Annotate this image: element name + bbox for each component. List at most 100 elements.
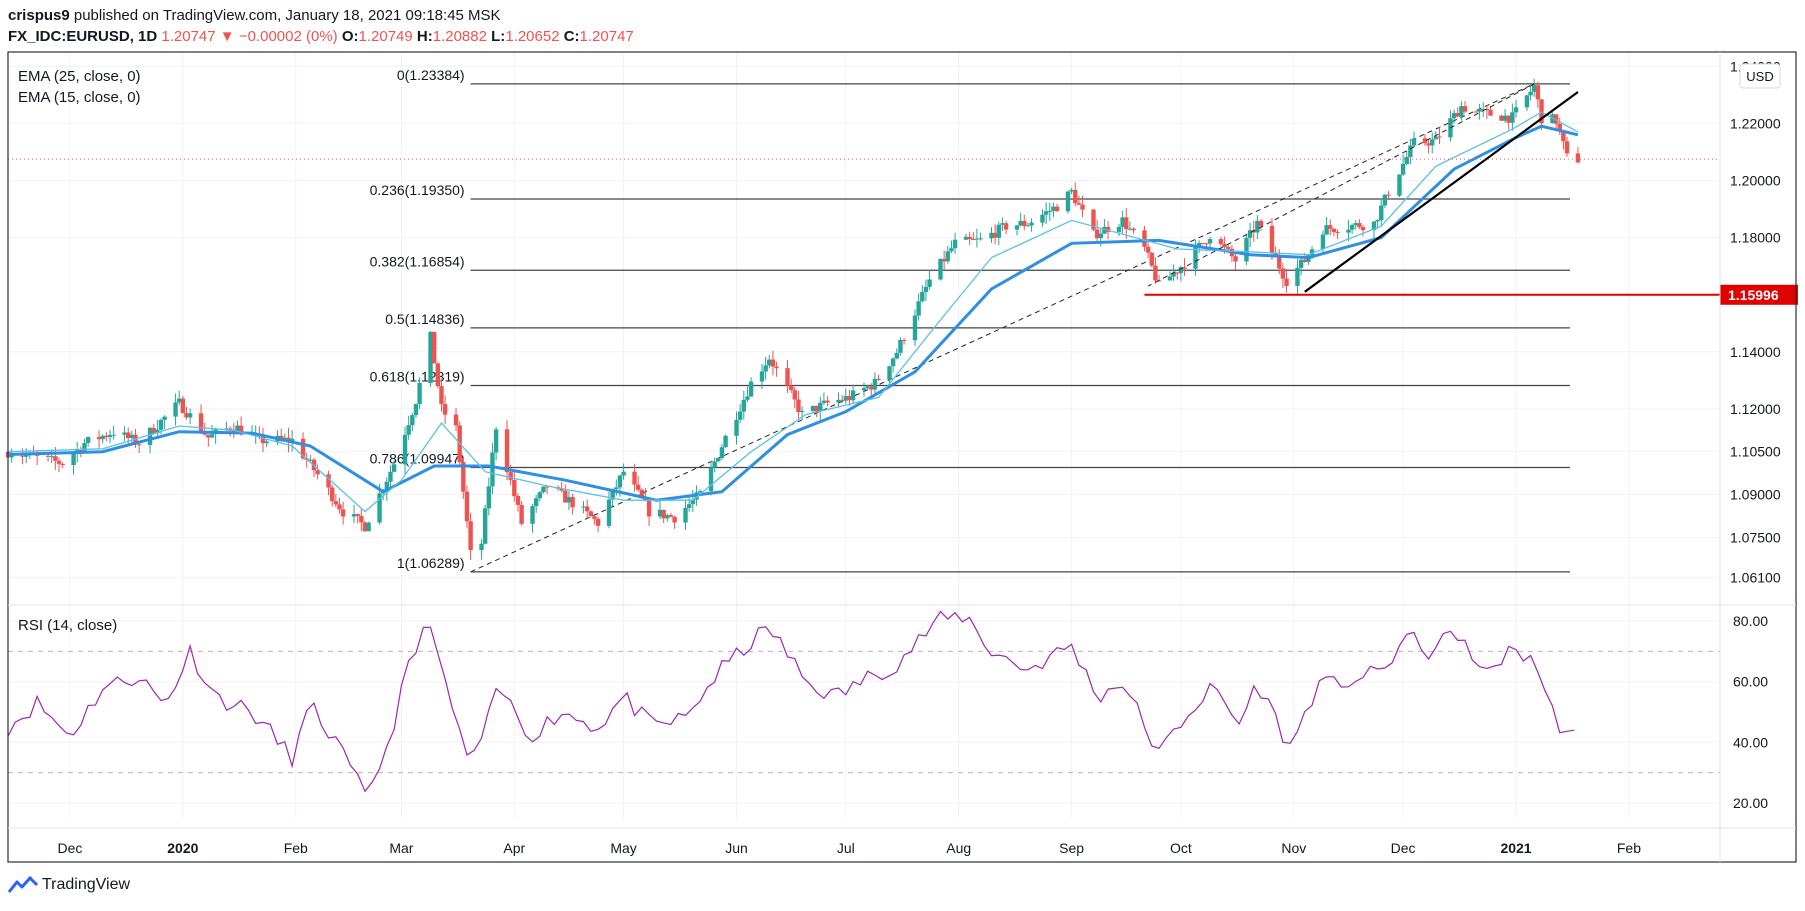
candle [533,494,539,513]
candle-body [56,460,62,464]
candle [978,232,983,241]
support-price-label: 1.15996 [1728,287,1779,303]
price-axis[interactable]: 1.240001.220001.200001.180001.140001.120… [1730,58,1781,811]
candle-body [1022,221,1027,226]
candle [49,449,54,464]
candle-body [355,514,360,516]
rsi-label[interactable]: RSI (14, close) [18,617,117,634]
candle-body [1484,109,1490,111]
chart-header: crispus9 published on TradingView.com, J… [8,6,1798,48]
ema-fast-label[interactable]: EMA (15, close, 0) [18,89,141,106]
candle-body [898,339,903,353]
candle [1386,191,1391,199]
fib-level-label: 1(1.06289) [397,555,465,571]
candle [340,501,346,525]
low-value: 1.20652 [505,28,560,45]
candle-body [519,504,524,524]
candle [1553,113,1559,129]
candle-body [282,437,288,439]
candle-body [916,301,921,316]
candle-body [122,432,127,435]
candle [1357,219,1362,230]
ema-slow-line [7,124,1579,502]
candle-body [646,500,652,517]
candle [563,484,568,503]
candle-body [9,455,14,458]
symbol-name[interactable]: FX_IDC:EURUSD [8,28,130,45]
candle-body [1561,130,1566,142]
candle [1379,198,1384,226]
candle-body [716,458,721,462]
rsi-tick-label: 20.00 [1733,795,1768,811]
candle [672,515,677,529]
candle-body [759,371,765,382]
candle-body [825,400,830,403]
candle [413,403,419,418]
candle-body [508,472,513,480]
candle-body [887,366,892,380]
candle [85,436,91,447]
candle-body [439,386,444,405]
candle [836,392,841,408]
candle-body [435,363,441,387]
candle-body [1124,217,1129,230]
drawing-overlays[interactable]: 1.15996 [8,83,1798,305]
candle [818,396,823,421]
candle-body [1065,191,1071,212]
publisher-name[interactable]: crispus9 [8,7,70,24]
candle [825,396,830,407]
candle [315,464,320,480]
candle-body [431,331,437,364]
tradingview-logo[interactable]: TradingView [8,876,130,894]
candle-body [1120,217,1125,227]
candle [104,432,109,442]
candle [916,293,921,321]
candle-body [85,437,91,444]
trendline[interactable] [1304,91,1579,293]
candle [876,374,881,381]
fib-trend-dashed [470,83,1535,573]
candle [1003,220,1009,235]
candle [45,454,51,462]
candle [308,454,313,462]
candle [796,391,801,419]
candle [1018,212,1023,227]
price-tick-label: 1.20000 [1730,172,1781,188]
interval[interactable]: 1D [138,28,158,45]
candle-body [581,506,586,508]
candle [1335,229,1340,240]
candle [1426,139,1431,154]
time-axis[interactable]: Dec 2020 Feb Mar Apr May Jun Jul Aug Sep Oct Nov Dec… [57,840,1641,856]
candle [359,508,364,532]
candle [1054,203,1060,212]
currency-button[interactable]: USD [1739,63,1781,89]
candle-body [278,435,284,439]
candle-body [1018,221,1023,226]
candle-body [774,366,779,369]
candle-body [978,238,983,240]
candle [1422,133,1428,146]
candle-body [1298,259,1304,268]
candle [1233,250,1238,271]
time-tick-label: Mar [389,840,413,856]
candle-body [533,498,539,507]
candle-body [1328,225,1333,229]
candle [515,493,521,512]
candle-body [541,486,546,493]
fibonacci-retracement[interactable]: 0(1.23384) 0.236(1.19350) 0.382(1.16854) 0.… [370,67,1570,573]
candle [1073,182,1078,207]
time-tick-label: Apr [503,840,525,856]
candle-body [1258,220,1264,226]
candle [406,415,411,440]
candle [1102,219,1107,234]
ema-slow-label[interactable]: EMA (25, close, 0) [18,68,141,85]
candle-body [187,413,193,418]
candle [967,231,972,246]
candle-body [184,413,189,418]
candle [635,476,641,492]
candle [665,513,670,522]
candle [1557,117,1562,136]
candle [428,331,433,388]
candle-body [595,518,601,526]
